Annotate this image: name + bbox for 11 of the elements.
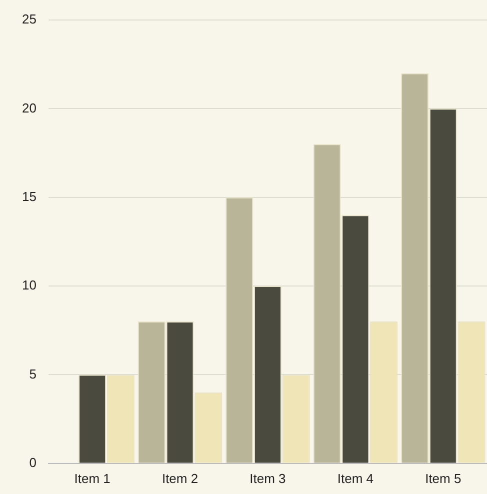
x-tick-label: Item 4: [337, 470, 374, 486]
x-tick-label: Item 5: [425, 470, 462, 486]
y-tick-label: 15: [22, 188, 36, 204]
x-tick-label: Item 1: [74, 470, 110, 486]
x-tick-label: Item 3: [250, 470, 286, 486]
y-tick-label: 5: [29, 366, 36, 382]
y-tick-label: 20: [22, 100, 36, 116]
y-tick-label: 10: [22, 278, 36, 293]
x-tick-label: Item 2: [162, 470, 198, 486]
y-tick-label: 0: [29, 454, 36, 470]
y-tick-label: 25: [22, 12, 36, 27]
